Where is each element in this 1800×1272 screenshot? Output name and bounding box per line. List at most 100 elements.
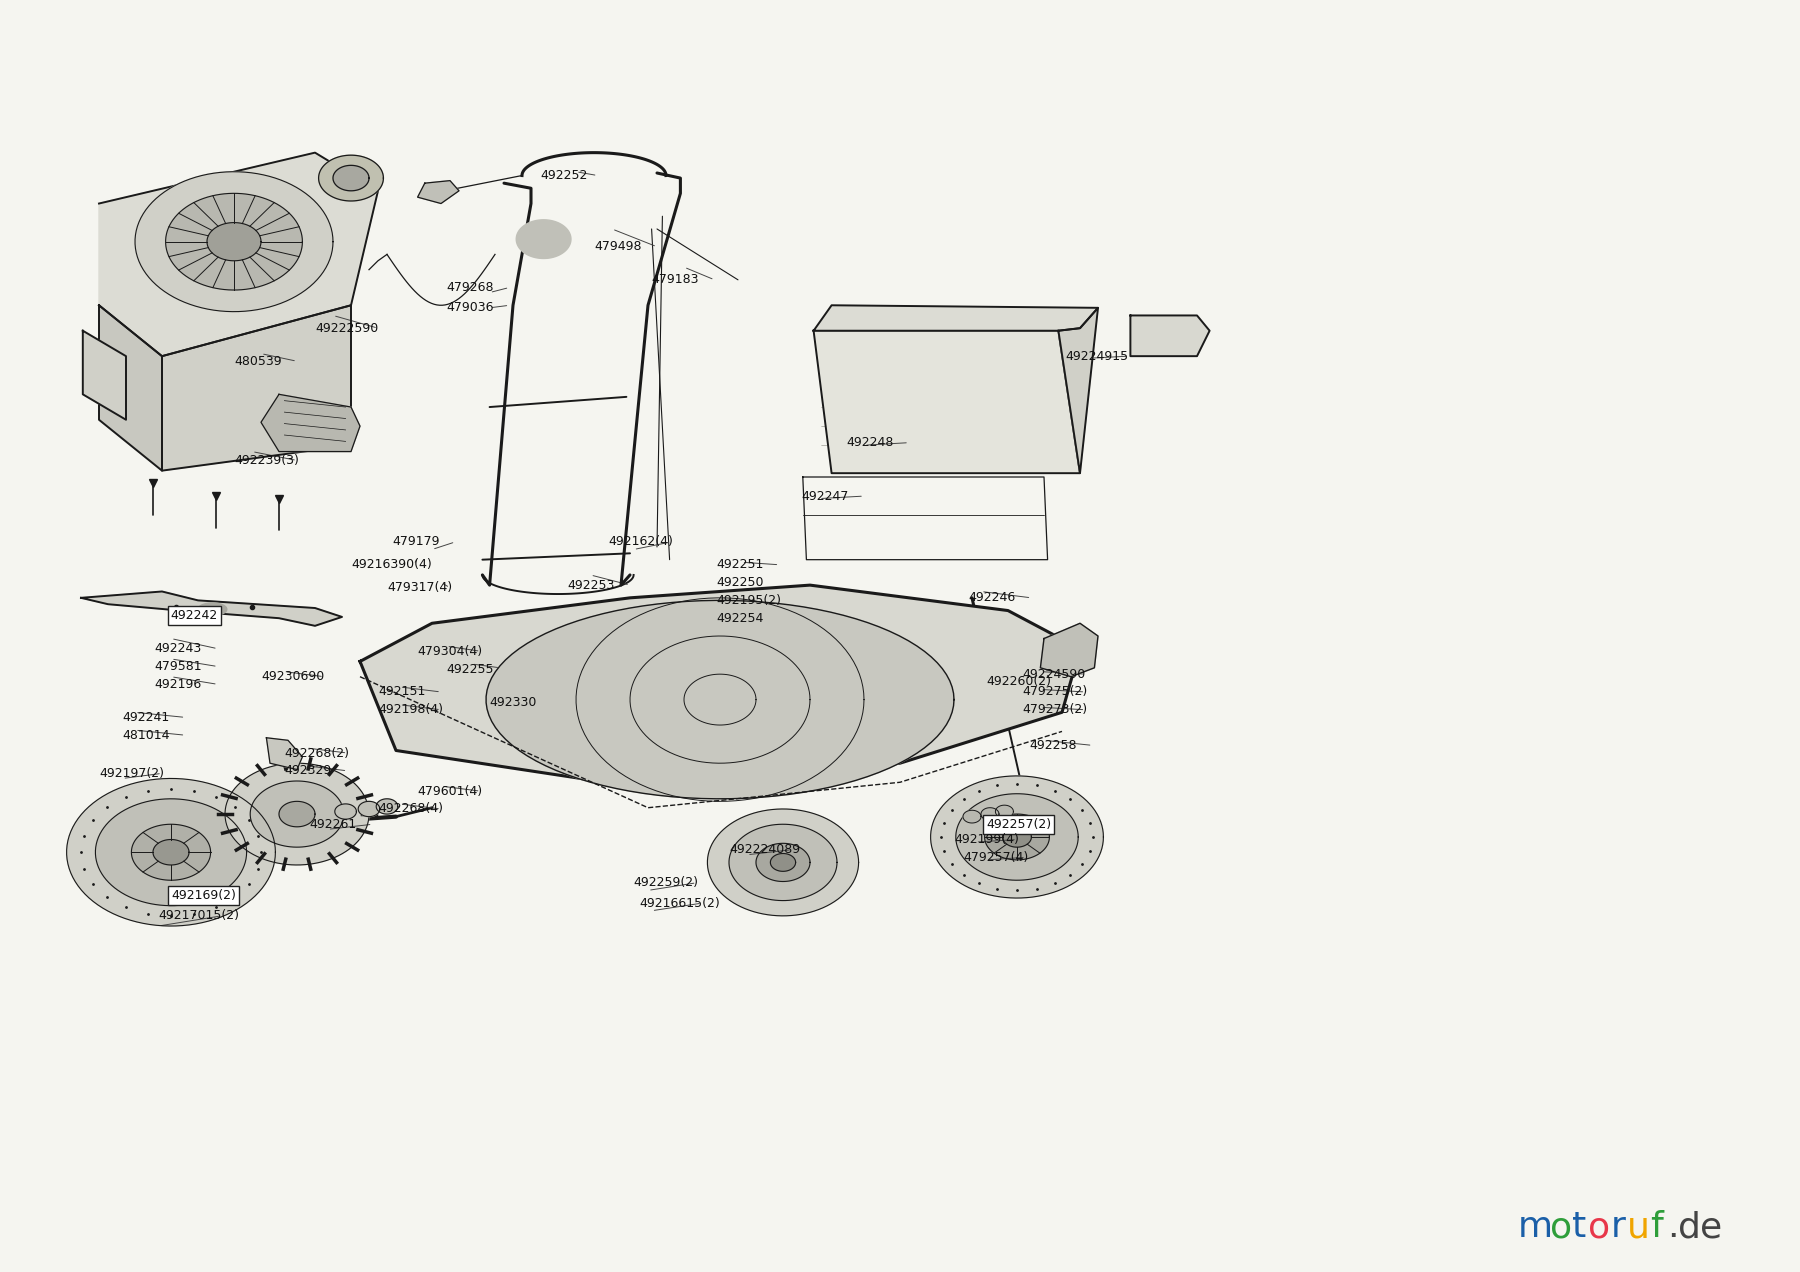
- Text: 492268(2): 492268(2): [284, 747, 349, 759]
- Text: 492246: 492246: [968, 591, 1015, 604]
- Text: 492224089: 492224089: [729, 843, 801, 856]
- Text: 480539: 480539: [234, 355, 281, 368]
- Text: 492239(3): 492239(3): [234, 454, 299, 467]
- Text: 49217015(2): 49217015(2): [158, 909, 239, 922]
- Polygon shape: [1003, 827, 1031, 847]
- Polygon shape: [207, 223, 261, 261]
- Polygon shape: [995, 805, 1013, 818]
- Text: 479275(2): 479275(2): [1022, 686, 1087, 698]
- Polygon shape: [985, 814, 1049, 860]
- Text: 492247: 492247: [801, 490, 848, 502]
- Polygon shape: [931, 776, 1103, 898]
- Polygon shape: [358, 801, 380, 817]
- Polygon shape: [1058, 308, 1098, 473]
- Text: 492195(2): 492195(2): [716, 594, 781, 607]
- Text: 49224590: 49224590: [1022, 668, 1085, 681]
- Text: .: .: [1667, 1210, 1678, 1244]
- Text: 479581: 479581: [155, 660, 202, 673]
- Text: 479317(4): 479317(4): [387, 581, 452, 594]
- Polygon shape: [333, 165, 369, 191]
- Text: 492242: 492242: [171, 609, 218, 622]
- Text: 479179: 479179: [392, 536, 439, 548]
- Text: 492198(4): 492198(4): [378, 703, 443, 716]
- Polygon shape: [756, 843, 810, 881]
- Text: 492243: 492243: [155, 642, 202, 655]
- Text: 492253: 492253: [567, 579, 614, 591]
- Text: 49216390(4): 49216390(4): [351, 558, 432, 571]
- Polygon shape: [67, 778, 275, 926]
- Polygon shape: [376, 799, 398, 814]
- Polygon shape: [418, 181, 459, 204]
- Polygon shape: [729, 824, 837, 901]
- Text: 492251: 492251: [716, 558, 763, 571]
- Text: r: r: [1611, 1210, 1625, 1244]
- Text: 492199(4): 492199(4): [954, 833, 1019, 846]
- Polygon shape: [707, 809, 859, 916]
- Text: 492257(2): 492257(2): [986, 818, 1051, 831]
- Text: o: o: [1588, 1210, 1611, 1244]
- Polygon shape: [1130, 315, 1210, 356]
- Polygon shape: [981, 808, 999, 820]
- Text: 479601(4): 479601(4): [418, 785, 482, 798]
- Text: 492255: 492255: [446, 663, 493, 675]
- Polygon shape: [250, 781, 344, 847]
- Polygon shape: [198, 603, 227, 616]
- Polygon shape: [770, 854, 796, 871]
- Polygon shape: [135, 172, 333, 312]
- Polygon shape: [83, 331, 126, 420]
- Text: 492329: 492329: [284, 764, 331, 777]
- Text: 492196: 492196: [155, 678, 202, 691]
- Polygon shape: [95, 799, 247, 906]
- Polygon shape: [814, 305, 1098, 331]
- Text: u: u: [1627, 1210, 1651, 1244]
- Text: d: d: [1678, 1210, 1701, 1244]
- Text: 49222590: 49222590: [315, 322, 378, 335]
- Text: 479268: 479268: [446, 281, 493, 294]
- Text: t: t: [1573, 1210, 1586, 1244]
- Polygon shape: [486, 600, 954, 799]
- Text: 479036: 479036: [446, 301, 493, 314]
- Text: 479304(4): 479304(4): [418, 645, 482, 658]
- Text: 492241: 492241: [122, 711, 169, 724]
- Polygon shape: [319, 155, 383, 201]
- Polygon shape: [814, 331, 1080, 473]
- Text: 492162(4): 492162(4): [608, 536, 673, 548]
- Polygon shape: [153, 840, 189, 865]
- Text: 479257(4): 479257(4): [963, 851, 1028, 864]
- Text: 479183: 479183: [652, 273, 698, 286]
- Polygon shape: [162, 305, 351, 471]
- Text: 49230690: 49230690: [261, 670, 324, 683]
- Text: e: e: [1699, 1210, 1723, 1244]
- Polygon shape: [266, 738, 302, 770]
- Polygon shape: [166, 193, 302, 290]
- Text: 492268(4): 492268(4): [378, 803, 443, 815]
- Text: 492259(2): 492259(2): [634, 876, 698, 889]
- Polygon shape: [517, 220, 571, 258]
- Text: 492254: 492254: [716, 612, 763, 625]
- Polygon shape: [279, 801, 315, 827]
- Text: o: o: [1550, 1210, 1571, 1244]
- Text: f: f: [1651, 1210, 1663, 1244]
- Text: 479273(2): 479273(2): [1022, 703, 1087, 716]
- Polygon shape: [335, 804, 356, 819]
- Text: 481014: 481014: [122, 729, 169, 742]
- Polygon shape: [99, 305, 162, 471]
- Polygon shape: [225, 763, 369, 865]
- Polygon shape: [1040, 623, 1098, 677]
- Polygon shape: [360, 585, 1080, 789]
- Text: m: m: [1517, 1210, 1553, 1244]
- Text: 492151: 492151: [378, 686, 425, 698]
- Polygon shape: [131, 824, 211, 880]
- Text: 492261: 492261: [310, 818, 356, 831]
- Text: 492250: 492250: [716, 576, 763, 589]
- Polygon shape: [963, 810, 981, 823]
- Text: 49216615(2): 49216615(2): [639, 897, 720, 909]
- Polygon shape: [81, 591, 342, 626]
- Polygon shape: [99, 153, 378, 356]
- Text: 492169(2): 492169(2): [171, 889, 236, 902]
- Text: 492197(2): 492197(2): [99, 767, 164, 780]
- Polygon shape: [956, 794, 1078, 880]
- Text: 49224915: 49224915: [1066, 350, 1129, 363]
- Text: 479498: 479498: [594, 240, 641, 253]
- Text: 492258: 492258: [1030, 739, 1076, 752]
